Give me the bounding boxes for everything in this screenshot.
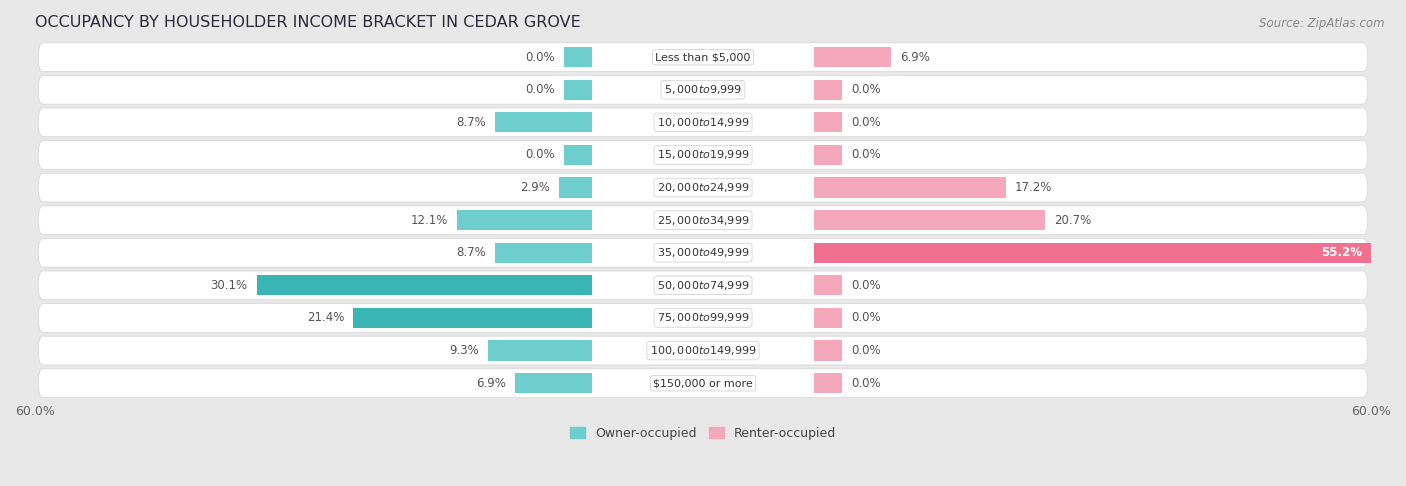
Bar [560, 177, 592, 198]
Text: $15,000 to $19,999: $15,000 to $19,999 [657, 149, 749, 161]
Text: 0.0%: 0.0% [851, 116, 880, 129]
Bar [488, 341, 592, 361]
Text: $5,000 to $9,999: $5,000 to $9,999 [664, 83, 742, 96]
Text: 0.0%: 0.0% [526, 83, 555, 96]
Text: 20.7%: 20.7% [1053, 214, 1091, 226]
Text: OCCUPANCY BY HOUSEHOLDER INCOME BRACKET IN CEDAR GROVE: OCCUPANCY BY HOUSEHOLDER INCOME BRACKET … [35, 15, 581, 30]
FancyBboxPatch shape [38, 271, 1368, 300]
Legend: Owner-occupied, Renter-occupied: Owner-occupied, Renter-occupied [569, 427, 837, 440]
Text: 0.0%: 0.0% [851, 312, 880, 325]
Bar [564, 47, 592, 67]
Text: Less than $5,000: Less than $5,000 [655, 52, 751, 62]
Bar [814, 373, 842, 393]
Text: 12.1%: 12.1% [411, 214, 449, 226]
Text: 0.0%: 0.0% [851, 83, 880, 96]
FancyBboxPatch shape [38, 108, 1368, 137]
Bar [814, 243, 1406, 263]
Bar [814, 210, 1045, 230]
Bar [814, 47, 891, 67]
Text: $35,000 to $49,999: $35,000 to $49,999 [657, 246, 749, 259]
Text: 2.9%: 2.9% [520, 181, 551, 194]
Text: 6.9%: 6.9% [477, 377, 506, 390]
Bar [495, 112, 592, 133]
FancyBboxPatch shape [38, 173, 1368, 202]
Text: 9.3%: 9.3% [450, 344, 479, 357]
FancyBboxPatch shape [38, 140, 1368, 169]
Text: $50,000 to $74,999: $50,000 to $74,999 [657, 279, 749, 292]
Bar [564, 145, 592, 165]
Text: 17.2%: 17.2% [1015, 181, 1052, 194]
Bar [457, 210, 592, 230]
Text: $10,000 to $14,999: $10,000 to $14,999 [657, 116, 749, 129]
FancyBboxPatch shape [38, 304, 1368, 332]
Text: $20,000 to $24,999: $20,000 to $24,999 [657, 181, 749, 194]
FancyBboxPatch shape [38, 336, 1368, 365]
Text: 0.0%: 0.0% [851, 377, 880, 390]
Bar [353, 308, 592, 328]
Bar [814, 80, 842, 100]
Text: $75,000 to $99,999: $75,000 to $99,999 [657, 312, 749, 325]
FancyBboxPatch shape [38, 206, 1368, 235]
Text: 8.7%: 8.7% [456, 246, 486, 259]
Text: 30.1%: 30.1% [211, 279, 247, 292]
Text: $150,000 or more: $150,000 or more [654, 378, 752, 388]
Bar [814, 177, 1005, 198]
Text: 55.2%: 55.2% [1322, 246, 1362, 259]
Bar [515, 373, 592, 393]
Text: 0.0%: 0.0% [851, 149, 880, 161]
FancyBboxPatch shape [38, 43, 1368, 71]
Text: $25,000 to $34,999: $25,000 to $34,999 [657, 214, 749, 226]
Bar [814, 112, 842, 133]
FancyBboxPatch shape [38, 75, 1368, 104]
Text: 0.0%: 0.0% [526, 149, 555, 161]
Bar [814, 308, 842, 328]
Bar [814, 145, 842, 165]
Text: Source: ZipAtlas.com: Source: ZipAtlas.com [1260, 17, 1385, 30]
Text: 6.9%: 6.9% [900, 51, 929, 64]
Bar [256, 275, 592, 295]
Bar [495, 243, 592, 263]
Text: 8.7%: 8.7% [456, 116, 486, 129]
FancyBboxPatch shape [38, 239, 1368, 267]
FancyBboxPatch shape [38, 369, 1368, 398]
Bar [814, 341, 842, 361]
Bar [564, 80, 592, 100]
Text: 21.4%: 21.4% [307, 312, 344, 325]
Text: 0.0%: 0.0% [851, 279, 880, 292]
Bar [814, 275, 842, 295]
Text: 0.0%: 0.0% [526, 51, 555, 64]
Text: 0.0%: 0.0% [851, 344, 880, 357]
Text: $100,000 to $149,999: $100,000 to $149,999 [650, 344, 756, 357]
